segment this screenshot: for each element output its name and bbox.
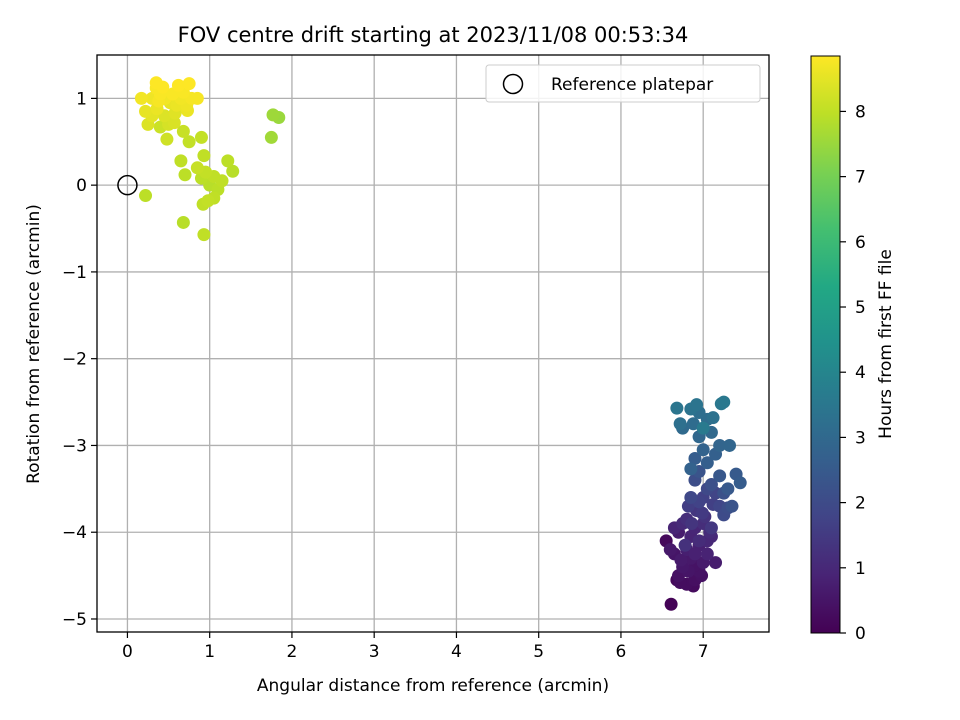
scatter-point <box>704 477 718 491</box>
scatter-point <box>190 91 204 105</box>
y-tick-label: −3 <box>62 436 87 456</box>
scatter-point <box>673 417 687 431</box>
x-tick-label: 0 <box>122 642 133 662</box>
y-axis-label: Rotation from reference (arcmin) <box>24 204 44 484</box>
scatter-point <box>194 130 208 144</box>
reference-marker-layer <box>117 174 138 196</box>
y-tick-label: −1 <box>62 263 87 283</box>
scatter-point <box>167 116 181 130</box>
y-tick-label: 0 <box>76 176 87 196</box>
scatter-point <box>139 189 153 203</box>
scatter-point <box>176 124 190 138</box>
colorbar-tick-label: 1 <box>855 559 866 579</box>
scatter-point <box>696 421 710 435</box>
scatter-point <box>171 78 185 92</box>
scatter-point <box>717 395 731 409</box>
scatter-point <box>197 228 211 242</box>
colorbar-tick-label: 2 <box>855 494 866 514</box>
legend: Reference platepar <box>485 64 761 103</box>
scatter-point <box>700 547 714 561</box>
scatter-point <box>700 456 714 470</box>
scatter-point <box>725 499 739 513</box>
plot-frame <box>96 54 770 633</box>
scatter-point <box>684 462 698 476</box>
scatter-point <box>160 132 174 146</box>
grid <box>97 55 769 632</box>
colorbar-tick-label: 6 <box>855 233 866 253</box>
x-axis-ticks: 0 1 2 3 4 5 6 7 <box>122 632 709 662</box>
scatter-point <box>197 149 211 163</box>
scatter-point <box>678 538 692 552</box>
x-tick-label: 2 <box>287 642 298 662</box>
scatter-point <box>190 161 204 175</box>
chart-title: FOV centre drift starting at 2023/11/08 … <box>178 23 689 47</box>
scatter-point <box>182 135 196 149</box>
scatter-point <box>721 482 735 496</box>
colorbar-tick-label: 3 <box>855 428 866 448</box>
colorbar-ticks: 0 1 2 3 4 5 6 7 8 <box>840 102 866 644</box>
scatter-point <box>690 398 704 412</box>
y-axis-ticks: 1 0 −1 −2 −3 −4 −5 <box>62 89 97 630</box>
scatter-point <box>201 194 215 208</box>
scatter-point <box>686 417 700 431</box>
scatter-point <box>664 597 678 611</box>
y-tick-label: 1 <box>76 89 87 109</box>
scatter-point <box>174 154 188 168</box>
scatter-point <box>723 438 737 452</box>
scatter-point <box>134 91 148 105</box>
y-tick-label: −5 <box>62 610 87 630</box>
x-tick-label: 6 <box>616 642 627 662</box>
scatter-point <box>706 411 720 425</box>
scatter-point <box>149 76 163 90</box>
x-tick-label: 5 <box>533 642 544 662</box>
scatter-point <box>178 168 192 182</box>
colorbar-label: Hours from first FF file <box>876 249 896 439</box>
colorbar: 0 1 2 3 4 5 6 7 8 Hours from first FF file <box>810 55 896 644</box>
colorbar-tick-label: 5 <box>855 298 866 318</box>
scatter-point <box>226 164 240 178</box>
colorbar-tick-label: 4 <box>855 363 866 383</box>
x-tick-label: 4 <box>451 642 462 662</box>
colorbar-tick-label: 0 <box>855 624 866 644</box>
scatter-point <box>684 491 698 505</box>
scatter-point <box>176 215 190 229</box>
legend-marker-reference <box>502 73 524 95</box>
scatter-point <box>695 506 709 520</box>
scatter-point <box>709 556 723 570</box>
scatter-point <box>713 469 727 483</box>
y-tick-label: −2 <box>62 350 87 370</box>
scatter-point <box>733 476 747 490</box>
colorbar-tick-label: 8 <box>855 102 866 122</box>
scatter-point <box>221 154 235 168</box>
x-tick-label: 1 <box>204 642 215 662</box>
legend-box <box>485 64 761 103</box>
scatter-point <box>713 438 727 452</box>
scatter-point <box>182 77 196 91</box>
scatter-point <box>139 104 153 118</box>
x-tick-label: 7 <box>698 642 709 662</box>
scatter-points <box>134 76 747 611</box>
scatter-point <box>264 130 278 144</box>
scatter-point <box>670 401 684 415</box>
y-tick-label: −4 <box>62 523 87 543</box>
legend-entry-reference: Reference platepar <box>551 75 713 95</box>
scatter-point <box>674 553 688 567</box>
x-tick-label: 3 <box>369 642 380 662</box>
scatter-point <box>685 517 699 531</box>
colorbar-gradient <box>810 55 841 634</box>
scatter-point <box>696 443 710 457</box>
scatter-point <box>688 451 702 465</box>
colorbar-tick-label: 7 <box>855 168 866 188</box>
reference-platepar-marker <box>117 174 138 196</box>
scatter-point <box>704 521 718 535</box>
scatter-point <box>266 108 280 122</box>
scatter-point <box>663 543 677 557</box>
scatter-point <box>692 534 706 548</box>
scatter-point <box>688 547 702 561</box>
x-axis-label: Angular distance from reference (arcmin) <box>257 676 609 696</box>
